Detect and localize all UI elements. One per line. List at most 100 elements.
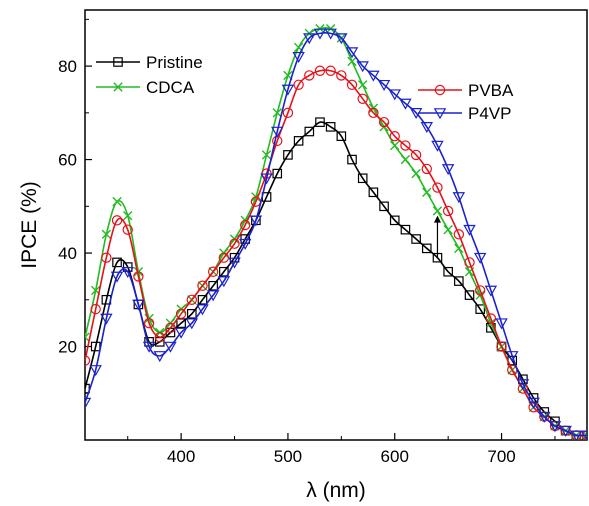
data-point: [283, 150, 293, 160]
data-point: [85, 332, 90, 342]
plot-frame: [84, 9, 588, 441]
data-point: [368, 187, 379, 198]
data-point: [388, 89, 401, 101]
annotation-arrow-head: [433, 215, 441, 223]
data-point: [464, 290, 475, 300]
data-point: [89, 365, 102, 377]
data-point: [345, 47, 359, 59]
data-point: [473, 252, 487, 264]
data-point: [219, 266, 229, 277]
data-point: [175, 308, 187, 320]
data-point: [559, 425, 572, 437]
data-point: [228, 257, 241, 269]
data-point: [132, 299, 145, 311]
data-point: [463, 224, 476, 236]
series-layer: [85, 24, 587, 440]
data-point: [506, 351, 519, 363]
legend-entry-pvba: PVBA: [418, 81, 514, 100]
data-point: [411, 168, 421, 179]
data-point: [196, 304, 209, 316]
data-point: [400, 154, 411, 165]
y-tick-label: 40: [58, 244, 77, 263]
data-point: [110, 271, 124, 283]
data-point: [208, 280, 218, 291]
data-point: [206, 290, 220, 302]
data-point: [240, 219, 251, 231]
legend-entry-pristine: Pristine: [96, 53, 203, 72]
data-point: [315, 117, 325, 127]
data-point: [186, 294, 198, 305]
data-point: [303, 33, 316, 45]
x-tick-label: 700: [487, 447, 515, 466]
data-point: [453, 229, 465, 240]
y-axis-title: IPCE (%): [18, 181, 41, 269]
data-point: [324, 28, 337, 40]
data-point: [185, 318, 199, 330]
data-point: [197, 280, 208, 291]
legend-label: Pristine: [146, 53, 203, 72]
data-point: [164, 341, 177, 353]
data-point: [358, 80, 368, 90]
data-point: [85, 355, 91, 366]
data-point: [389, 130, 400, 142]
x-tick-label: 500: [274, 447, 302, 466]
data-point: [454, 243, 464, 254]
data-point: [154, 331, 165, 343]
data-point: [484, 285, 498, 297]
legend: Pristine CDCA PVBA P4VP: [96, 53, 514, 123]
data-point: [379, 201, 389, 212]
data-point: [85, 397, 92, 409]
y-axis-ticks: 20 40 60 80: [58, 18, 92, 394]
data-point: [112, 196, 122, 207]
data-point: [271, 126, 284, 138]
y-tick-label: 60: [58, 151, 77, 170]
data-point: [335, 33, 348, 45]
data-point: [400, 224, 411, 235]
y-tick-label: 20: [58, 338, 77, 357]
data-point: [100, 313, 113, 325]
data-point: [112, 257, 122, 268]
data-point: [432, 182, 443, 193]
data-point: [422, 187, 432, 197]
data-point: [238, 238, 252, 250]
data-point: [101, 229, 112, 240]
data-point: [229, 238, 240, 249]
data-point: [346, 79, 358, 90]
data-point: [357, 93, 368, 105]
data-point: [347, 56, 357, 67]
data-point: [111, 215, 123, 226]
data-point: [389, 215, 400, 226]
data-point: [101, 252, 112, 263]
series-line: [85, 69, 587, 437]
data-point: [421, 163, 432, 175]
y-tick-label: 80: [58, 57, 77, 76]
data-point: [197, 294, 208, 305]
x-tick-label: 600: [381, 447, 409, 466]
data-point: [421, 243, 432, 254]
data-point: [399, 98, 412, 110]
annotation-layer: [433, 215, 441, 258]
data-point: [314, 65, 326, 76]
legend-marker: [113, 57, 123, 67]
data-point: [443, 266, 453, 277]
data-point: [282, 107, 294, 119]
data-point: [538, 411, 551, 423]
data-point: [377, 79, 391, 92]
data-point: [464, 257, 475, 268]
series-pristine: [85, 117, 587, 440]
data-point: [454, 276, 464, 286]
legend-entry-p4vp: P4VP: [418, 104, 511, 123]
data-point: [548, 421, 562, 433]
data-point: [133, 271, 144, 282]
x-axis-ticks: 400 500 600 700: [127, 433, 556, 466]
data-point: [400, 140, 411, 151]
data-point: [495, 318, 508, 330]
data-point: [410, 149, 422, 161]
data-point: [474, 285, 486, 296]
data-point: [325, 122, 336, 132]
data-point: [356, 61, 369, 73]
legend-label: P4VP: [468, 104, 511, 123]
data-point: [260, 173, 273, 185]
data-point: [367, 70, 380, 82]
